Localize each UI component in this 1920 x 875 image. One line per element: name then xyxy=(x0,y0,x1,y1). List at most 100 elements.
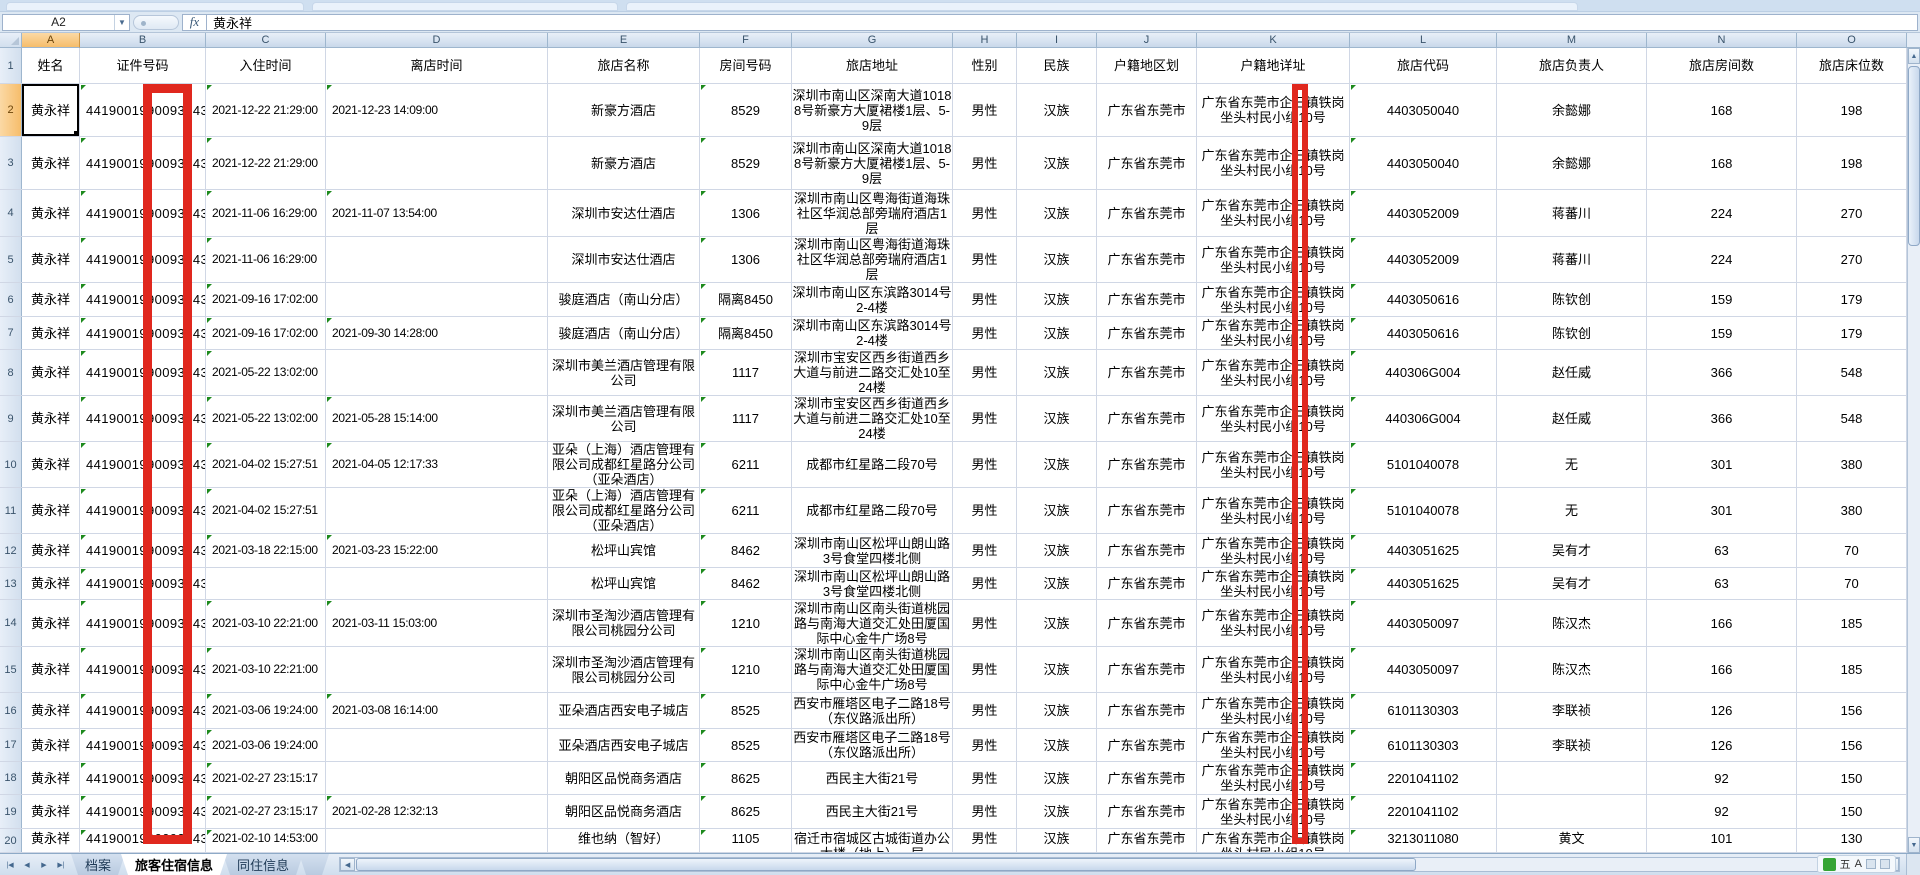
cell-I12[interactable]: 汉族 xyxy=(1017,534,1097,567)
scroll-down-icon[interactable]: ▼ xyxy=(1908,837,1920,853)
cell-J20[interactable]: 广东省东莞市 xyxy=(1097,829,1197,852)
cell-F11[interactable]: 6211 xyxy=(700,488,792,533)
cell-H17[interactable]: 男性 xyxy=(953,729,1017,761)
cell-J9[interactable]: 广东省东莞市 xyxy=(1097,396,1197,441)
cell-M8[interactable]: 赵任威 xyxy=(1497,350,1647,395)
cell-I2[interactable]: 汉族 xyxy=(1017,84,1097,136)
cell-K8[interactable]: 广东省东莞市企石镇铁岗坐头村民小组10号 xyxy=(1197,350,1350,395)
cell-O9[interactable]: 548 xyxy=(1797,396,1907,441)
scroll-up-icon[interactable]: ▲ xyxy=(1908,48,1920,64)
cell-M20[interactable]: 黄文 xyxy=(1497,829,1647,852)
cell-F19[interactable]: 8625 xyxy=(700,795,792,828)
cell-O2[interactable]: 198 xyxy=(1797,84,1907,136)
cell-L11[interactable]: 5101040078 xyxy=(1350,488,1497,533)
row-header-4[interactable]: 4 xyxy=(0,190,22,236)
cell-L16[interactable]: 6101130303 xyxy=(1350,693,1497,728)
formula-input[interactable]: 黄永祥 xyxy=(206,13,1918,31)
cell-O3[interactable]: 198 xyxy=(1797,137,1907,189)
column-header-K[interactable]: K xyxy=(1197,33,1350,48)
cell-O18[interactable]: 150 xyxy=(1797,762,1907,794)
cell-J14[interactable]: 广东省东莞市 xyxy=(1097,600,1197,646)
cell-F9[interactable]: 1117 xyxy=(700,396,792,441)
cell-D2[interactable]: 2021-12-23 14:09:00 xyxy=(326,84,548,136)
cell-I15[interactable]: 汉族 xyxy=(1017,647,1097,692)
cell-E18[interactable]: 朝阳区品悦商务酒店 xyxy=(548,762,700,794)
cell-O19[interactable]: 150 xyxy=(1797,795,1907,828)
cell-J12[interactable]: 广东省东莞市 xyxy=(1097,534,1197,567)
cell-E8[interactable]: 深圳市美兰酒店管理有限公司 xyxy=(548,350,700,395)
cell-L6[interactable]: 4403050616 xyxy=(1350,283,1497,316)
cell-O14[interactable]: 185 xyxy=(1797,600,1907,646)
cell-G7[interactable]: 深圳市南山区东滨路3014号2-4楼 xyxy=(792,317,953,349)
cell-E7[interactable]: 骏庭酒店（南山分店） xyxy=(548,317,700,349)
cell-D8[interactable] xyxy=(326,350,548,395)
cell-I17[interactable]: 汉族 xyxy=(1017,729,1097,761)
cell-C19[interactable]: 2021-02-27 23:15:17 xyxy=(206,795,326,828)
column-header-F[interactable]: F xyxy=(700,33,792,48)
cell-K5[interactable]: 广东省东莞市企石镇铁岗坐头村民小组10号 xyxy=(1197,237,1350,282)
cell-N1[interactable]: 旅店房间数 xyxy=(1647,48,1797,83)
cell-E4[interactable]: 深圳市安达仕酒店 xyxy=(548,190,700,236)
cell-D15[interactable] xyxy=(326,647,548,692)
cell-C11[interactable]: 2021-04-02 15:27:51 xyxy=(206,488,326,533)
row-header-14[interactable]: 14 xyxy=(0,600,22,646)
cell-K13[interactable]: 广东省东莞市企石镇铁岗坐头村民小组10号 xyxy=(1197,568,1350,599)
cell-E17[interactable]: 亚朵酒店西安电子城店 xyxy=(548,729,700,761)
cell-G14[interactable]: 深圳市南山区南头街道桃园路与南海大道交汇处田厦国际中心金牛广场8号 xyxy=(792,600,953,646)
cell-O12[interactable]: 70 xyxy=(1797,534,1907,567)
cell-O7[interactable]: 179 xyxy=(1797,317,1907,349)
column-header-M[interactable]: M xyxy=(1497,33,1647,48)
cell-E3[interactable]: 新豪方酒店 xyxy=(548,137,700,189)
cell-M1[interactable]: 旅店负责人 xyxy=(1497,48,1647,83)
row-header-11[interactable]: 11 xyxy=(0,488,22,533)
cell-N16[interactable]: 126 xyxy=(1647,693,1797,728)
cell-N10[interactable]: 301 xyxy=(1647,442,1797,487)
cell-I1[interactable]: 民族 xyxy=(1017,48,1097,83)
cell-I20[interactable]: 汉族 xyxy=(1017,829,1097,852)
cell-L4[interactable]: 4403052009 xyxy=(1350,190,1497,236)
cell-A9[interactable]: 黄永祥 xyxy=(22,396,80,441)
cell-C18[interactable]: 2021-02-27 23:15:17 xyxy=(206,762,326,794)
horizontal-scroll-thumb[interactable] xyxy=(356,858,1417,871)
row-header-18[interactable]: 18 xyxy=(0,762,22,794)
ime-lang-label[interactable]: A xyxy=(1854,858,1862,870)
cell-I19[interactable]: 汉族 xyxy=(1017,795,1097,828)
cell-I18[interactable]: 汉族 xyxy=(1017,762,1097,794)
cell-F1[interactable]: 房间号码 xyxy=(700,48,792,83)
cell-I3[interactable]: 汉族 xyxy=(1017,137,1097,189)
cell-F2[interactable]: 8529 xyxy=(700,84,792,136)
row-header-19[interactable]: 19 xyxy=(0,795,22,828)
cell-D10[interactable]: 2021-04-05 12:17:33 xyxy=(326,442,548,487)
cell-F15[interactable]: 1210 xyxy=(700,647,792,692)
cell-H20[interactable]: 男性 xyxy=(953,829,1017,852)
cell-G6[interactable]: 深圳市南山区东滨路3014号2-4楼 xyxy=(792,283,953,316)
cell-G12[interactable]: 深圳市南山区松坪山朗山路3号食堂四楼北侧 xyxy=(792,534,953,567)
cell-D9[interactable]: 2021-05-28 15:14:00 xyxy=(326,396,548,441)
cell-E20[interactable]: 维也纳（智好） xyxy=(548,829,700,852)
cell-K7[interactable]: 广东省东莞市企石镇铁岗坐头村民小组10号 xyxy=(1197,317,1350,349)
cell-K17[interactable]: 广东省东莞市企石镇铁岗坐头村民小组10号 xyxy=(1197,729,1350,761)
ime-keyboard-icon[interactable] xyxy=(1866,859,1876,869)
cell-J17[interactable]: 广东省东莞市 xyxy=(1097,729,1197,761)
cell-N5[interactable]: 224 xyxy=(1647,237,1797,282)
cell-J6[interactable]: 广东省东莞市 xyxy=(1097,283,1197,316)
cell-H16[interactable]: 男性 xyxy=(953,693,1017,728)
cell-J11[interactable]: 广东省东莞市 xyxy=(1097,488,1197,533)
cell-H19[interactable]: 男性 xyxy=(953,795,1017,828)
column-header-E[interactable]: E xyxy=(548,33,700,48)
cell-M17[interactable]: 李联祯 xyxy=(1497,729,1647,761)
cell-J18[interactable]: 广东省东莞市 xyxy=(1097,762,1197,794)
cell-D18[interactable] xyxy=(326,762,548,794)
cell-N9[interactable]: 366 xyxy=(1647,396,1797,441)
cell-G16[interactable]: 西安市雁塔区电子二路18号（东仪路派出所） xyxy=(792,693,953,728)
cell-O10[interactable]: 380 xyxy=(1797,442,1907,487)
cell-F7[interactable]: 隔离8450 xyxy=(700,317,792,349)
cell-L10[interactable]: 5101040078 xyxy=(1350,442,1497,487)
cell-H1[interactable]: 性别 xyxy=(953,48,1017,83)
cell-O15[interactable]: 185 xyxy=(1797,647,1907,692)
ime-logo-icon[interactable] xyxy=(1822,857,1836,871)
next-sheet-icon[interactable]: ▶ xyxy=(41,861,47,869)
cell-L14[interactable]: 4403050097 xyxy=(1350,600,1497,646)
horizontal-scrollbar[interactable]: ◀ ▶ xyxy=(339,857,1900,872)
cell-J15[interactable]: 广东省东莞市 xyxy=(1097,647,1197,692)
